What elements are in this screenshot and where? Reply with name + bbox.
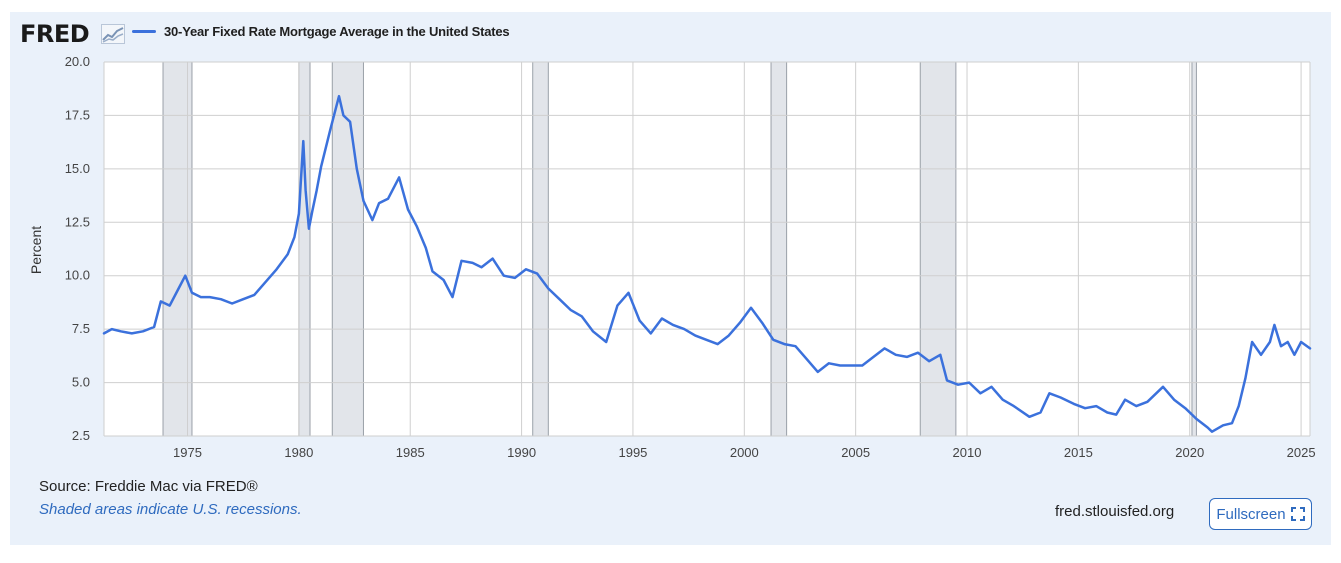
y-tick-label: 15.0 — [65, 161, 90, 176]
recession-band — [771, 62, 787, 436]
legend-swatch — [132, 30, 156, 33]
y-tick-label: 10.0 — [65, 268, 90, 283]
expand-icon — [1290, 507, 1305, 521]
recession-bands — [162, 62, 1197, 436]
series — [102, 94, 1312, 433]
source-text: Source: Freddie Mac via FRED® — [39, 478, 258, 495]
recession-note: Shaded areas indicate U.S. recessions. — [39, 501, 302, 518]
recession-band — [332, 62, 364, 436]
x-tick-label: 2010 — [953, 445, 982, 460]
y-tick-label: 7.5 — [72, 321, 90, 336]
legend-label: 30-Year Fixed Rate Mortgage Average in t… — [164, 24, 510, 39]
x-tick-label: 1980 — [284, 445, 313, 460]
x-tick-label: 1990 — [507, 445, 536, 460]
x-tick-labels: 1975 1980 1985 1990 1995 2000 2005 2010 2015 2020… — [173, 445, 1315, 460]
plot-background — [104, 62, 1310, 436]
y-axis-label: Percent — [28, 226, 44, 274]
y-tick-label: 12.5 — [65, 214, 90, 229]
recession-band — [532, 62, 549, 436]
x-tick-label: 2005 — [841, 445, 870, 460]
fullscreen-label: Fullscreen — [1216, 505, 1286, 523]
x-tick-label: 1985 — [396, 445, 425, 460]
recession-band — [298, 62, 311, 436]
y-tick-label: 2.5 — [72, 428, 90, 443]
recession-band — [920, 62, 956, 436]
y-tick-label: 20.0 — [65, 54, 90, 69]
x-tick-label: 2000 — [730, 445, 759, 460]
recession-band — [1191, 62, 1197, 436]
legend: 30-Year Fixed Rate Mortgage Average in t… — [132, 24, 510, 39]
x-tick-label: 1975 — [173, 445, 202, 460]
x-tick-label: 1995 — [618, 445, 647, 460]
trend-chart-icon — [101, 24, 125, 44]
x-tick-label: 2015 — [1064, 445, 1093, 460]
y-tick-label: 5.0 — [72, 375, 90, 390]
fullscreen-button[interactable]: Fullscreen — [1209, 498, 1312, 530]
x-tick-label: 2025 — [1287, 445, 1316, 460]
fred-logo[interactable]: FRED — [20, 20, 90, 48]
site-url[interactable]: fred.stlouisfed.org — [1055, 503, 1175, 520]
x-tick-label: 2020 — [1175, 445, 1204, 460]
grid — [103, 61, 1311, 437]
y-tick-label: 17.5 — [65, 107, 90, 122]
series-line — [102, 94, 1312, 433]
y-tick-labels: 2.5 5.0 7.5 10.0 12.5 15.0 17.5 20.0 — [65, 54, 90, 443]
